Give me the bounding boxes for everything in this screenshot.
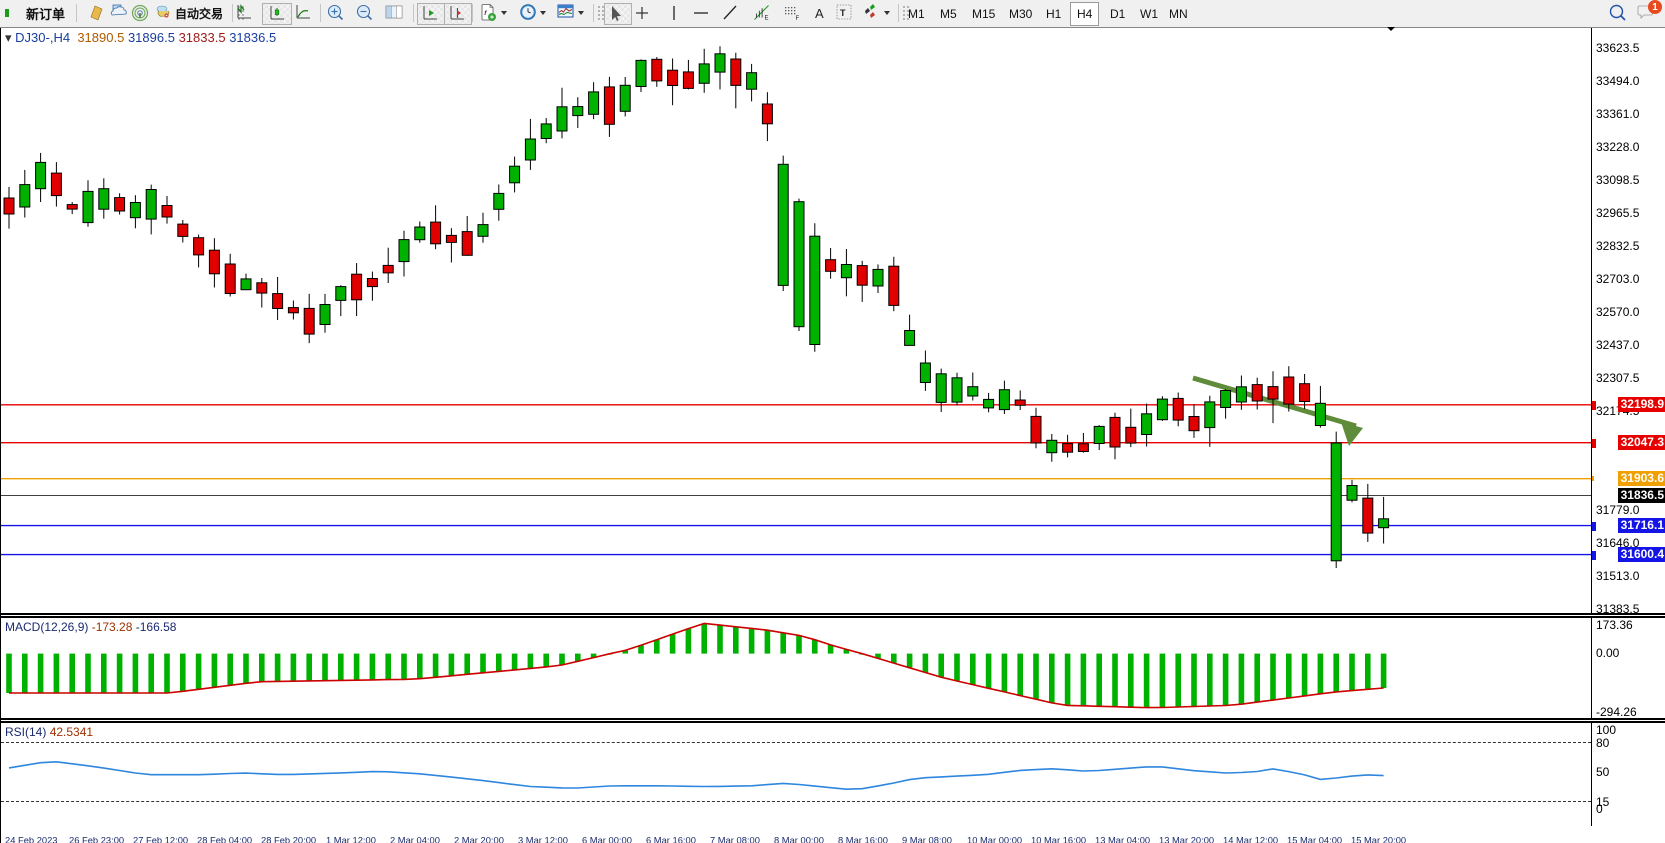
svg-text:F: F <box>796 16 800 22</box>
svg-text:A: A <box>815 6 824 21</box>
svg-text:T: T <box>840 8 846 18</box>
svg-text:E: E <box>765 16 769 22</box>
